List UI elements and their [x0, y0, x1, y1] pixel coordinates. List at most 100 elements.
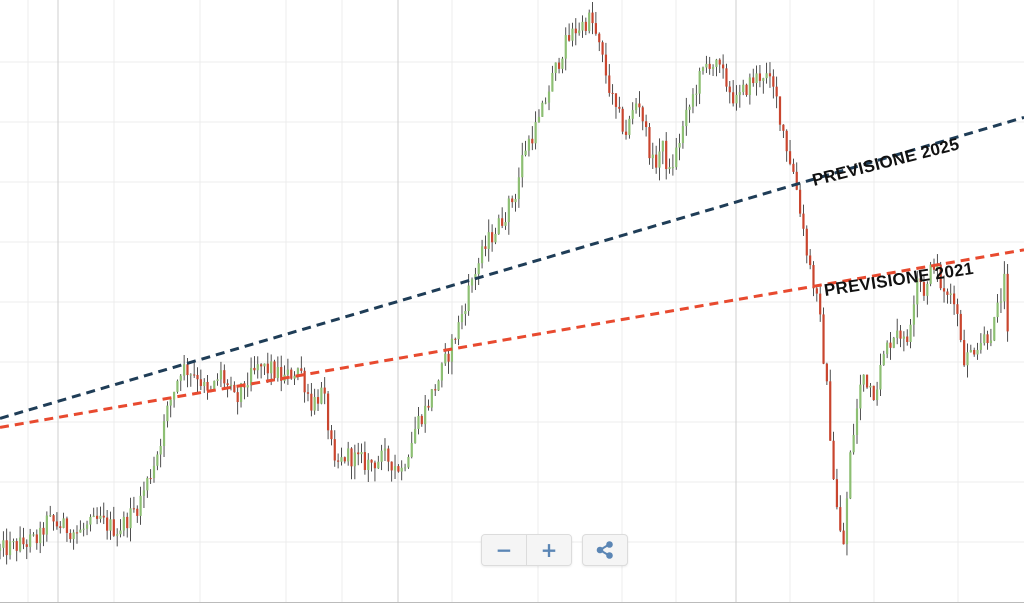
candle-up	[183, 364, 186, 376]
trend-lines	[0, 115, 1024, 429]
candle-down	[611, 92, 614, 94]
candle-down	[95, 515, 99, 519]
candle-down	[591, 12, 594, 24]
candle-up	[139, 495, 142, 516]
candle-up	[45, 515, 48, 535]
candle-down	[35, 534, 38, 544]
candle-down	[42, 527, 45, 535]
share-button[interactable]	[582, 534, 628, 566]
candle-up	[460, 314, 464, 323]
candle-up	[179, 375, 182, 381]
candle-down	[102, 515, 105, 518]
candle-down	[768, 73, 772, 77]
candle-up	[470, 279, 474, 286]
candle-up	[886, 342, 889, 355]
candle-up	[79, 529, 82, 533]
candle-down	[952, 293, 956, 305]
candle-up	[313, 397, 316, 411]
candle-down	[52, 515, 55, 522]
zoom-in-button[interactable]: +	[526, 535, 571, 565]
candle-up	[400, 467, 403, 472]
candle-up	[172, 391, 176, 400]
candle-up	[440, 363, 443, 381]
candle-up	[116, 534, 119, 536]
candle-up	[681, 126, 685, 144]
candle-down	[946, 291, 949, 295]
candle-up	[122, 516, 125, 531]
candle-up	[270, 361, 273, 374]
trend-labels: PREVISIONE 2025 PREVISIONE 2021	[810, 134, 975, 300]
candle-up	[537, 116, 541, 123]
candle-up	[755, 73, 758, 84]
candle-up	[993, 317, 996, 341]
candle-up	[320, 387, 323, 404]
candle-down	[645, 121, 648, 128]
candle-up	[89, 516, 92, 525]
candle-down	[65, 518, 69, 534]
candle-up	[169, 399, 172, 406]
candle-up	[668, 167, 671, 170]
candle-down	[557, 62, 561, 69]
candle-down	[708, 63, 711, 69]
candle-down	[785, 130, 788, 152]
candle-up	[176, 380, 179, 392]
candle-up	[219, 370, 223, 380]
candle-up	[651, 154, 654, 159]
candle-up	[541, 102, 544, 117]
candle-down	[333, 439, 336, 461]
candle-down	[330, 430, 333, 440]
candle-up	[634, 103, 638, 111]
candle-down	[343, 457, 346, 462]
candle-down	[594, 23, 597, 34]
candle-down	[788, 151, 792, 164]
candle-up	[403, 467, 407, 469]
candle-up	[477, 263, 480, 275]
candle-up	[156, 454, 159, 466]
candle-down	[531, 138, 534, 144]
candle-down	[306, 392, 310, 394]
candle-down	[316, 397, 320, 404]
candle-down	[186, 364, 189, 376]
candle-up	[85, 524, 89, 529]
candle-up	[969, 350, 972, 353]
candle-down	[798, 189, 802, 214]
candle-down	[253, 367, 256, 371]
candle-up	[514, 199, 517, 203]
trend-line-previsione-2025	[0, 115, 1024, 420]
candle-up	[926, 283, 929, 296]
candle-down	[722, 64, 725, 69]
candle-down	[260, 364, 263, 367]
candle-down	[906, 336, 909, 342]
candle-up	[735, 94, 738, 104]
candle-up	[29, 534, 32, 547]
candle-down	[802, 213, 805, 229]
candle-down	[809, 255, 812, 266]
candle-down	[956, 304, 959, 314]
candle-up	[671, 167, 674, 169]
candle-up	[999, 301, 1003, 303]
candle-down	[373, 462, 377, 469]
candle-down	[126, 516, 129, 529]
candle-down	[795, 171, 798, 190]
candle-up	[882, 354, 885, 365]
candle-up	[367, 459, 370, 470]
candle-up	[497, 218, 500, 234]
candle-down	[889, 342, 892, 348]
candle-down	[775, 86, 778, 97]
candle-up	[929, 264, 932, 284]
candle-up	[849, 452, 852, 499]
candle-down	[942, 288, 946, 292]
candle-up	[49, 515, 52, 517]
candle-up	[296, 368, 300, 376]
candle-up	[738, 91, 741, 95]
zoom-out-button[interactable]: −	[482, 535, 526, 565]
candle-up	[340, 457, 343, 462]
candle-down	[792, 163, 795, 172]
candle-up	[701, 67, 705, 72]
candle-down	[1006, 273, 1009, 332]
candle-up	[564, 35, 567, 59]
candle-up	[544, 102, 547, 104]
chart-toolbar: − +	[481, 534, 628, 566]
candle-up	[383, 448, 387, 451]
candlestick-series	[0, 1, 1009, 565]
